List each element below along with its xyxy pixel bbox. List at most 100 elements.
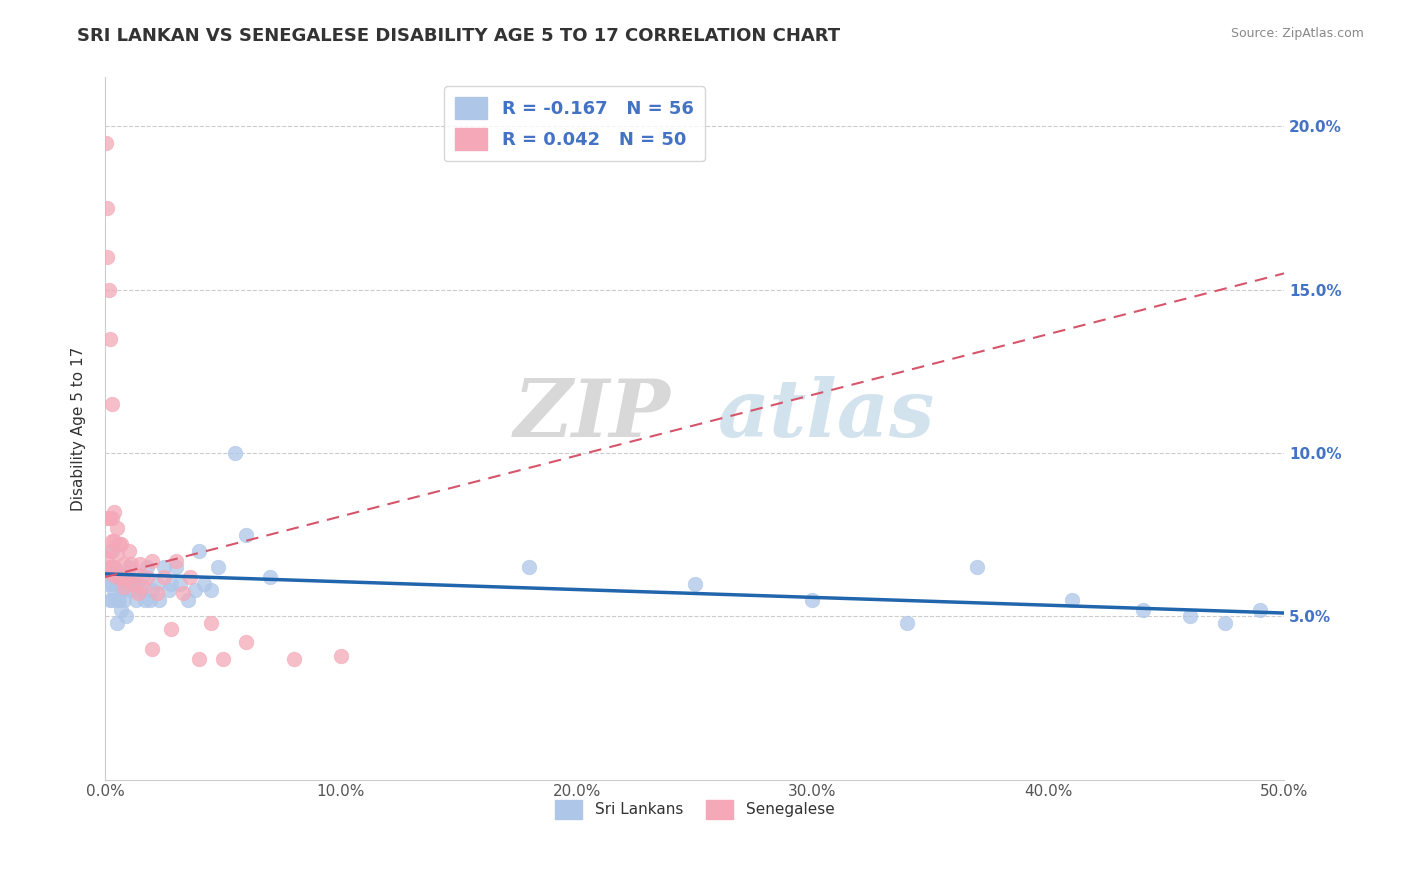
Point: [112, 593, 135, 607]
Point: [129, 583, 152, 598]
Point: [117, 570, 139, 584]
Point: [896, 615, 918, 630]
Y-axis label: Disability Age 5 to 17: Disability Age 5 to 17: [72, 346, 86, 510]
Point: [132, 570, 155, 584]
Point: [103, 560, 125, 574]
Point: [110, 583, 132, 598]
Point: [117, 583, 139, 598]
Point: [105, 521, 128, 535]
Point: [683, 576, 706, 591]
Point: [98, 511, 121, 525]
Point: [136, 560, 159, 574]
Point: [801, 593, 824, 607]
Point: [105, 570, 128, 584]
Point: [141, 554, 163, 568]
Point: [103, 560, 125, 574]
Point: [101, 534, 124, 549]
Point: [96, 201, 118, 215]
Point: [139, 593, 162, 607]
Point: [188, 652, 211, 666]
Point: [146, 586, 169, 600]
Point: [207, 560, 229, 574]
Point: [105, 615, 128, 630]
Point: [1213, 615, 1236, 630]
Point: [122, 576, 145, 591]
Point: [108, 593, 131, 607]
Point: [165, 560, 187, 574]
Point: [129, 557, 152, 571]
Point: [108, 576, 131, 591]
Point: [101, 544, 124, 558]
Point: [101, 566, 124, 581]
Point: [165, 554, 187, 568]
Point: [134, 593, 156, 607]
Point: [148, 593, 170, 607]
Point: [1060, 593, 1083, 607]
Point: [101, 511, 124, 525]
Point: [183, 583, 205, 598]
Point: [1249, 603, 1271, 617]
Point: [141, 642, 163, 657]
Point: [96, 511, 118, 525]
Point: [169, 576, 191, 591]
Point: [193, 576, 215, 591]
Point: [98, 560, 121, 574]
Point: [110, 537, 132, 551]
Point: [98, 593, 121, 607]
Text: atlas: atlas: [718, 376, 935, 453]
Point: [103, 534, 125, 549]
Point: [153, 570, 176, 584]
Point: [188, 544, 211, 558]
Point: [235, 527, 257, 541]
Point: [283, 652, 305, 666]
Point: [160, 623, 183, 637]
Point: [110, 603, 132, 617]
Point: [96, 576, 118, 591]
Point: [160, 576, 183, 591]
Point: [259, 570, 281, 584]
Point: [105, 570, 128, 584]
Point: [120, 576, 142, 591]
Point: [105, 547, 128, 561]
Point: [101, 593, 124, 607]
Point: [132, 580, 155, 594]
Point: [112, 576, 135, 591]
Text: ZIP: ZIP: [515, 376, 671, 453]
Point: [97, 283, 120, 297]
Legend: Sri Lankans, Senegalese: Sri Lankans, Senegalese: [548, 794, 841, 824]
Point: [98, 544, 121, 558]
Point: [122, 583, 145, 598]
Point: [235, 635, 257, 649]
Point: [112, 557, 135, 571]
Point: [115, 574, 138, 588]
Point: [329, 648, 352, 663]
Point: [1132, 603, 1154, 617]
Point: [124, 566, 146, 581]
Point: [96, 550, 118, 565]
Point: [124, 593, 146, 607]
Point: [172, 586, 194, 600]
Point: [103, 505, 125, 519]
Point: [127, 586, 149, 600]
Point: [96, 250, 118, 264]
Point: [157, 583, 180, 598]
Point: [110, 570, 132, 584]
Point: [200, 615, 222, 630]
Point: [108, 566, 131, 581]
Point: [519, 560, 541, 574]
Point: [115, 609, 138, 624]
Point: [224, 446, 246, 460]
Point: [101, 397, 124, 411]
Point: [98, 560, 121, 574]
Point: [108, 537, 131, 551]
Point: [103, 583, 125, 598]
Point: [176, 593, 198, 607]
Point: [141, 583, 163, 598]
Point: [117, 544, 139, 558]
Point: [117, 560, 139, 574]
Point: [136, 570, 159, 584]
Point: [105, 593, 128, 607]
Point: [112, 580, 135, 594]
Point: [153, 560, 176, 574]
Point: [1178, 609, 1201, 624]
